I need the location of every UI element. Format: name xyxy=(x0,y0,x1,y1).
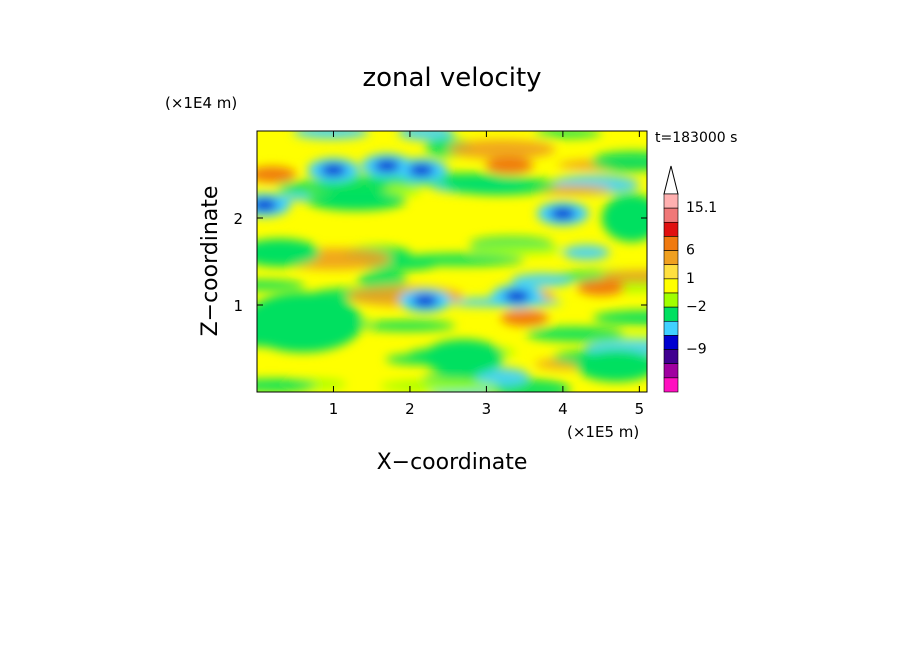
field-band xyxy=(357,270,408,290)
x-axis-label: X−coordinate xyxy=(377,450,528,475)
y-scale-label: (×1E4 m) xyxy=(165,94,237,112)
field-blue-core xyxy=(408,164,435,177)
field-green-region xyxy=(576,349,647,382)
x-tick-label: 5 xyxy=(635,400,645,418)
colorbar-swatch xyxy=(663,264,679,280)
colorbar-swatch xyxy=(663,292,679,308)
colorbar-label: −2 xyxy=(686,299,707,315)
field-blue-core xyxy=(374,159,400,172)
field-band xyxy=(380,379,500,392)
colorbar-label: 6 xyxy=(686,243,695,259)
field-blue-core xyxy=(257,198,278,211)
field-green-region xyxy=(601,194,647,242)
field-blue-core xyxy=(549,207,576,220)
y-tick-label: 1 xyxy=(233,297,243,315)
field-blue-core xyxy=(504,290,530,303)
field-band xyxy=(397,131,455,141)
field-band xyxy=(590,151,647,172)
field-orange-band xyxy=(577,279,626,296)
x-tick-label: 1 xyxy=(329,400,339,418)
field-green-region xyxy=(257,292,363,353)
colorbar-label: −9 xyxy=(686,342,707,358)
y-axis-label: Z−coordinate xyxy=(198,186,223,337)
colorbar-swatch xyxy=(663,207,679,223)
y-axis: 12 xyxy=(233,210,647,315)
chart-title: zonal velocity xyxy=(362,63,541,93)
field-band xyxy=(592,310,647,326)
field-band xyxy=(511,273,574,288)
field-band xyxy=(601,270,647,283)
x-tick-label: 4 xyxy=(558,400,568,418)
field-blue-core xyxy=(320,164,347,177)
field-band xyxy=(468,245,565,255)
colorbar-swatch xyxy=(663,221,679,237)
colorbar-arrow xyxy=(663,165,679,195)
field-band xyxy=(293,131,370,140)
colorbar-swatch xyxy=(663,306,679,322)
field-green-region xyxy=(306,190,407,211)
field-band xyxy=(475,367,530,387)
time-label: t=183000 s xyxy=(655,130,737,146)
y-tick-label: 2 xyxy=(233,210,243,228)
field-blue-core xyxy=(412,294,439,307)
field-band xyxy=(444,175,557,196)
field-band xyxy=(533,131,602,138)
field-band xyxy=(257,279,306,291)
field-band xyxy=(448,139,556,160)
colorbar-swatch xyxy=(663,250,679,266)
colorbar-swatch xyxy=(663,278,679,294)
field-band xyxy=(359,320,456,332)
field-orange-band xyxy=(257,166,297,183)
field-green-region xyxy=(423,339,504,376)
plot-frame xyxy=(256,130,648,393)
field-green-region xyxy=(257,238,320,267)
colorbar-label: 15.1 xyxy=(686,200,717,216)
x-tick-label: 2 xyxy=(405,400,415,418)
velocity-field xyxy=(257,131,647,392)
colorbar-label: 1 xyxy=(686,271,695,287)
field-band xyxy=(562,244,610,261)
x-axis: 1 2 3 4 5 xyxy=(329,131,644,418)
x-tick-label: 3 xyxy=(482,400,492,418)
field-band xyxy=(525,326,625,342)
colorbar-swatch xyxy=(663,377,679,393)
colorbar-swatch xyxy=(663,320,679,336)
colorbar: 15.1 6 1 −2 −9 xyxy=(663,165,717,393)
field-band xyxy=(257,378,317,392)
colorbar-swatch xyxy=(663,335,679,350)
field-orange-band xyxy=(500,310,549,327)
colorbar-swatch xyxy=(663,236,679,251)
colorbar-swatch xyxy=(663,349,679,365)
colorbar-swatch xyxy=(663,193,679,209)
field-orange-band xyxy=(485,157,534,174)
x-scale-label: (×1E5 m) xyxy=(567,423,639,441)
colorbar-swatch xyxy=(663,363,679,379)
